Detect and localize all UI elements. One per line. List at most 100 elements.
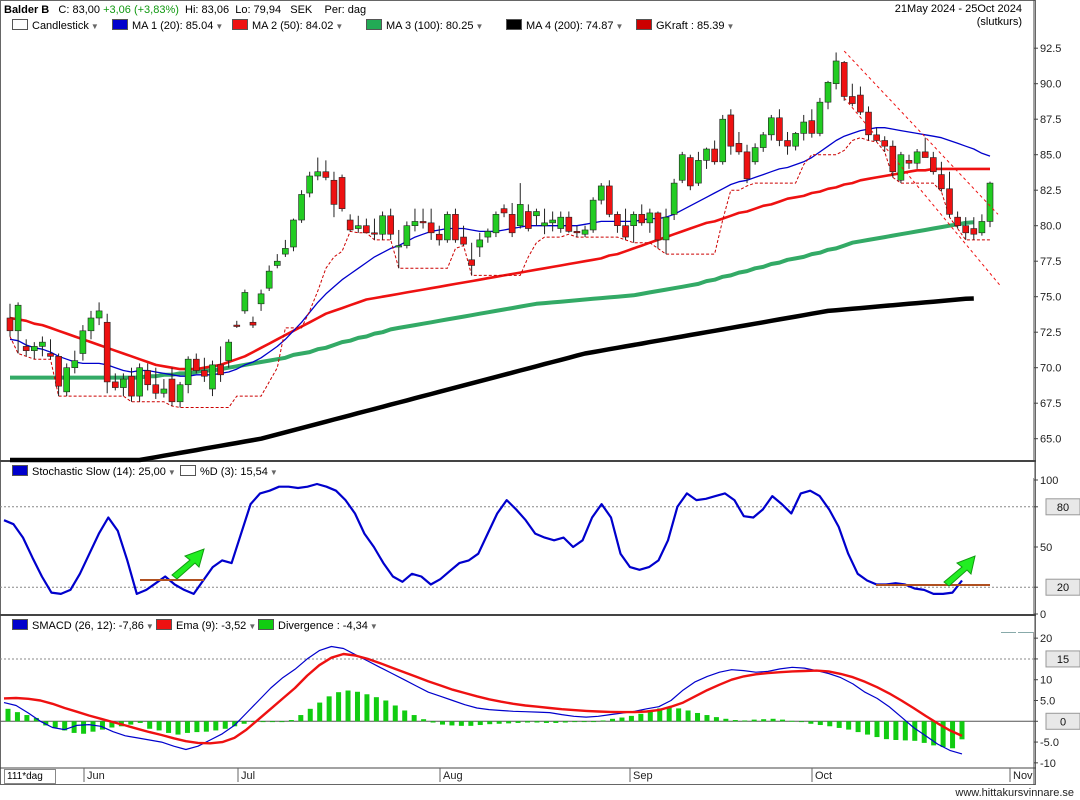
- candle: [476, 239, 484, 248]
- period: Per: dag: [324, 4, 367, 16]
- candle: [192, 358, 200, 371]
- candle: [435, 233, 443, 241]
- candle: [800, 121, 808, 134]
- candle: [897, 154, 905, 181]
- stoch-legend-item[interactable]: %D (3): 15,54 ▼: [180, 465, 278, 479]
- dropdown-arrow-icon[interactable]: ▼: [90, 22, 99, 31]
- dropdown-arrow-icon[interactable]: ▼: [145, 622, 154, 631]
- legend-label: %D (3): 15,54: [200, 466, 268, 478]
- dropdown-arrow-icon[interactable]: ▼: [726, 22, 735, 31]
- y-tick-label: 20: [1040, 633, 1052, 645]
- candle: [816, 101, 824, 134]
- x-tick-label: Jul: [241, 770, 255, 782]
- dropdown-arrow-icon[interactable]: ▼: [615, 22, 624, 31]
- candle: [557, 216, 565, 229]
- main-legend-item[interactable]: MA 2 (50): 84.02 ▼: [232, 19, 343, 33]
- candle: [533, 211, 540, 217]
- candle: [500, 208, 508, 214]
- dropdown-arrow-icon[interactable]: ▼: [167, 468, 176, 477]
- main-legend-item[interactable]: MA 4 (200): 74.87 ▼: [506, 19, 623, 33]
- candle: [460, 236, 467, 245]
- macd-legend-item[interactable]: SMACD (26, 12): -7,86 ▼: [12, 619, 154, 633]
- divergence-bar: [411, 715, 417, 722]
- candle: [873, 134, 880, 141]
- divergence-bar: [52, 721, 58, 728]
- divergence-bar: [373, 697, 379, 722]
- divergence-bar: [940, 721, 946, 748]
- level-box: [1045, 712, 1080, 730]
- main-legend-item[interactable]: Candlestick ▼: [12, 19, 99, 33]
- divergence-bar: [883, 721, 889, 740]
- divergence-bar: [912, 721, 918, 741]
- candle: [225, 341, 232, 361]
- stoch-legend-item[interactable]: Stochastic Slow (14): 25,00 ▼: [12, 465, 176, 479]
- y-tick-label: 100: [1040, 475, 1058, 487]
- divergence-bar: [33, 717, 39, 722]
- candle: [273, 260, 281, 266]
- main-legend-item[interactable]: GKraft : 85.39 ▼: [636, 19, 734, 33]
- y-tick-label: 85.0: [1040, 150, 1061, 162]
- level-label: 20: [1057, 582, 1069, 594]
- candle: [646, 212, 654, 224]
- candle: [47, 353, 54, 357]
- candle: [379, 215, 386, 235]
- macd-legend-item[interactable]: Ema (9): -3,52 ▼: [156, 619, 256, 633]
- main-legend-item[interactable]: MA 1 (20): 85.04 ▼: [112, 19, 223, 33]
- dropdown-arrow-icon[interactable]: ▼: [475, 22, 484, 31]
- divergence-bar: [921, 721, 927, 743]
- dropdown-arrow-icon[interactable]: ▼: [269, 468, 278, 477]
- x-tick-label: Oct: [815, 770, 832, 782]
- divergence-bar: [638, 713, 644, 722]
- divergence-bar: [619, 717, 625, 722]
- divergence-bar: [222, 721, 228, 729]
- candle: [654, 212, 662, 241]
- macd-legend-item[interactable]: Divergence : -4,34 ▼: [258, 619, 378, 633]
- ma20-line: [9, 127, 991, 377]
- level-box: [1045, 650, 1080, 668]
- low-price: Lo: 79,94: [235, 4, 282, 16]
- divergence-bar: [24, 715, 30, 722]
- candle: [597, 185, 605, 201]
- footer-url[interactable]: www.hittakursvinnare.se: [955, 787, 1074, 799]
- candle: [614, 214, 621, 226]
- divergence-bar: [496, 721, 502, 724]
- candle: [784, 140, 791, 147]
- dropdown-arrow-icon[interactable]: ▼: [215, 22, 224, 31]
- y-tick-label: 87.5: [1040, 114, 1061, 126]
- candle: [6, 317, 14, 332]
- candle: [79, 330, 87, 354]
- candle: [840, 62, 848, 97]
- divergence-bar: [836, 721, 842, 728]
- period-selector[interactable]: 111*dag: [4, 769, 56, 784]
- divergence-bar: [704, 715, 710, 722]
- divergence-bar: [865, 721, 871, 735]
- divergence-bar: [175, 721, 181, 735]
- close-price: C: 83,00: [58, 4, 101, 16]
- stochastic-line: [3, 482, 963, 596]
- candle: [152, 384, 160, 394]
- divergence-bar: [458, 721, 464, 726]
- dropdown-arrow-icon[interactable]: ▼: [369, 622, 378, 631]
- divergence-bar: [534, 721, 540, 723]
- dropdown-arrow-icon[interactable]: ▼: [248, 622, 257, 631]
- candle: [573, 231, 581, 234]
- candle: [330, 179, 338, 205]
- pane-title-bar: [1, 462, 1034, 478]
- candle: [832, 60, 840, 84]
- candle: [354, 225, 362, 229]
- candle: [144, 370, 151, 386]
- divergence-bar: [591, 721, 597, 723]
- candle: [71, 360, 79, 369]
- y-tick-label: 72.5: [1040, 327, 1061, 339]
- ema-signal-line: [3, 652, 963, 745]
- candle: [168, 378, 176, 403]
- trend-channel-upper: [843, 50, 999, 215]
- dropdown-arrow-icon[interactable]: ▼: [335, 22, 344, 31]
- candle: [39, 341, 46, 347]
- y-tick-label: 65.0: [1040, 434, 1061, 446]
- legend-label: Ema (9): -3,52: [176, 620, 247, 632]
- main-legend-item[interactable]: MA 3 (100): 80.25 ▼: [366, 19, 483, 33]
- divergence-bar: [468, 721, 474, 726]
- candle: [209, 364, 216, 390]
